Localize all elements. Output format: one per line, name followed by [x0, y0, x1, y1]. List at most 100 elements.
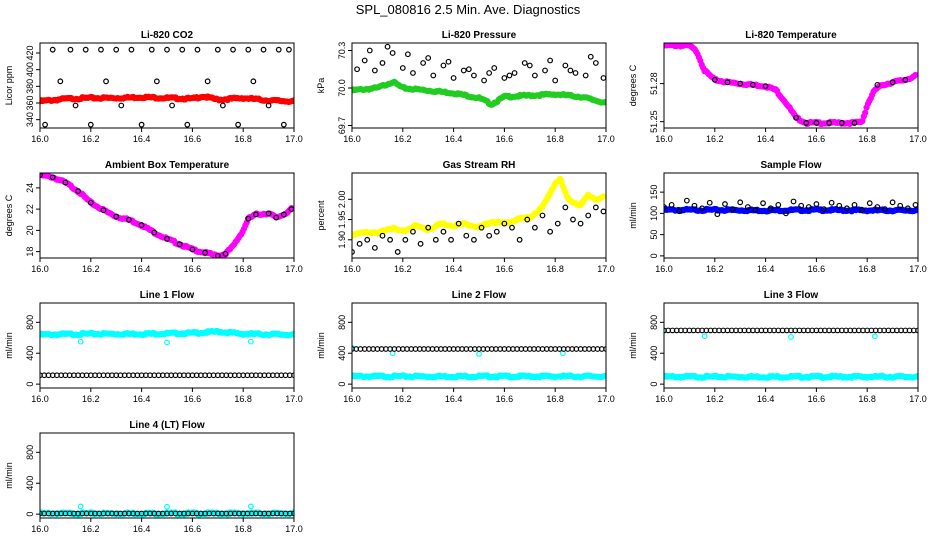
data-point [567, 67, 574, 74]
y-tick-label: 1.90 [337, 231, 347, 249]
panel-title: Line 1 Flow [140, 290, 195, 301]
x-tick-label: 17.0 [597, 264, 615, 274]
data-point [189, 246, 196, 253]
y-tick-label: 400 [25, 476, 35, 491]
data-point [752, 207, 759, 213]
x-tick-label: 16.8 [234, 524, 252, 534]
y-axis-label: degrees C [628, 64, 638, 106]
plot-area [352, 43, 606, 108]
panel-title: Sample Flow [760, 160, 821, 171]
chart-panel-6: Sample Flow 16.0 16.2 16.4 16.6 16.8 17.0 0 50 10… [628, 160, 927, 274]
data-point [676, 208, 683, 215]
x-tick-label: 16.2 [706, 134, 724, 144]
chart-panel-5: Gas Stream RH 16.0 16.2 16.4 16.6 16.8 17.0 1.9… [316, 160, 615, 274]
data-point [521, 60, 528, 66]
data-point [151, 229, 158, 236]
data-point [440, 228, 447, 235]
data-point [387, 236, 394, 243]
data-point [737, 80, 744, 87]
data-point [432, 236, 439, 243]
data-point [602, 98, 606, 106]
y-tick-label: 0 [25, 512, 35, 517]
data-point [828, 199, 835, 206]
data-point [455, 220, 462, 227]
x-tick-label: 17.0 [285, 524, 303, 534]
plot-area [40, 327, 294, 379]
data-point [420, 60, 427, 66]
plot-frame [39, 432, 295, 519]
x-tick-label: 16.6 [184, 524, 202, 534]
data-point [902, 76, 909, 83]
series-2 [664, 197, 918, 218]
data-point [491, 65, 498, 71]
y-axis-label: kPa [316, 78, 326, 94]
data-point [542, 67, 548, 74]
series-2 [77, 503, 254, 510]
x-tick-label: 16.8 [858, 134, 876, 144]
data-point [859, 207, 866, 213]
data-point [77, 338, 84, 345]
plot-frame [39, 172, 295, 259]
data-point [252, 211, 259, 218]
data-point [113, 213, 120, 220]
x-tick-label: 16.6 [496, 264, 514, 274]
x-tick-label: 16.0 [655, 264, 673, 274]
y-axis-label: ml/min [628, 332, 638, 359]
plot-frame [351, 42, 607, 129]
data-point [164, 46, 170, 53]
data-point [592, 60, 599, 66]
data-point [402, 236, 409, 243]
data-point [113, 46, 120, 53]
data-point [164, 503, 170, 510]
series-1 [40, 327, 294, 339]
data-point [425, 55, 432, 61]
data-point [775, 201, 782, 208]
x-tick-label: 16.4 [757, 134, 775, 144]
data-point [509, 224, 515, 231]
data-point [826, 120, 832, 126]
data-point [843, 205, 850, 212]
y-tick-label: 22 [25, 204, 35, 214]
data-point [361, 57, 368, 64]
data-point [866, 200, 873, 207]
data-point [813, 201, 820, 207]
data-point [260, 46, 267, 53]
data-point [98, 46, 104, 53]
data-point [430, 72, 437, 79]
data-point [760, 200, 766, 207]
y-axis-label: ml/min [4, 332, 14, 359]
data-point [291, 372, 294, 379]
x-tick-label: 16.2 [82, 394, 100, 404]
y-tick-label: 800 [337, 315, 347, 330]
data-point [371, 244, 378, 251]
chart-panel-4: Ambient Box Temperature 16.0 16.2 16.4 16.6 1… [4, 160, 303, 274]
data-point [82, 46, 89, 53]
data-point [471, 236, 477, 243]
plot-frame [351, 172, 607, 259]
data-point [214, 252, 221, 258]
data-point [245, 46, 252, 53]
data-point [699, 205, 705, 212]
chart-panel-9: Line 3 Flow 16.0 16.2 16.4 16.6 16.8 17.0 0 400 8… [628, 290, 927, 404]
data-point [250, 78, 257, 85]
data-point [587, 53, 594, 60]
data-point [42, 121, 48, 128]
y-tick-label: 0 [25, 382, 35, 387]
y-axis-label: ml/min [628, 202, 638, 229]
data-point [245, 215, 252, 222]
data-point [501, 75, 508, 81]
panel-title: Li-820 Pressure [442, 30, 517, 41]
x-tick-label: 16.2 [394, 394, 412, 404]
x-tick-label: 16.0 [31, 264, 49, 274]
x-tick-label: 16.4 [133, 524, 151, 534]
x-tick-label: 16.8 [234, 264, 252, 274]
data-point [572, 70, 579, 76]
series-3 [40, 372, 294, 379]
data-point [364, 236, 371, 243]
data-point [547, 228, 554, 235]
y-tick-label: 51.25 [649, 110, 659, 133]
data-point [836, 202, 843, 209]
plot-area [40, 503, 294, 518]
data-point [600, 193, 606, 200]
